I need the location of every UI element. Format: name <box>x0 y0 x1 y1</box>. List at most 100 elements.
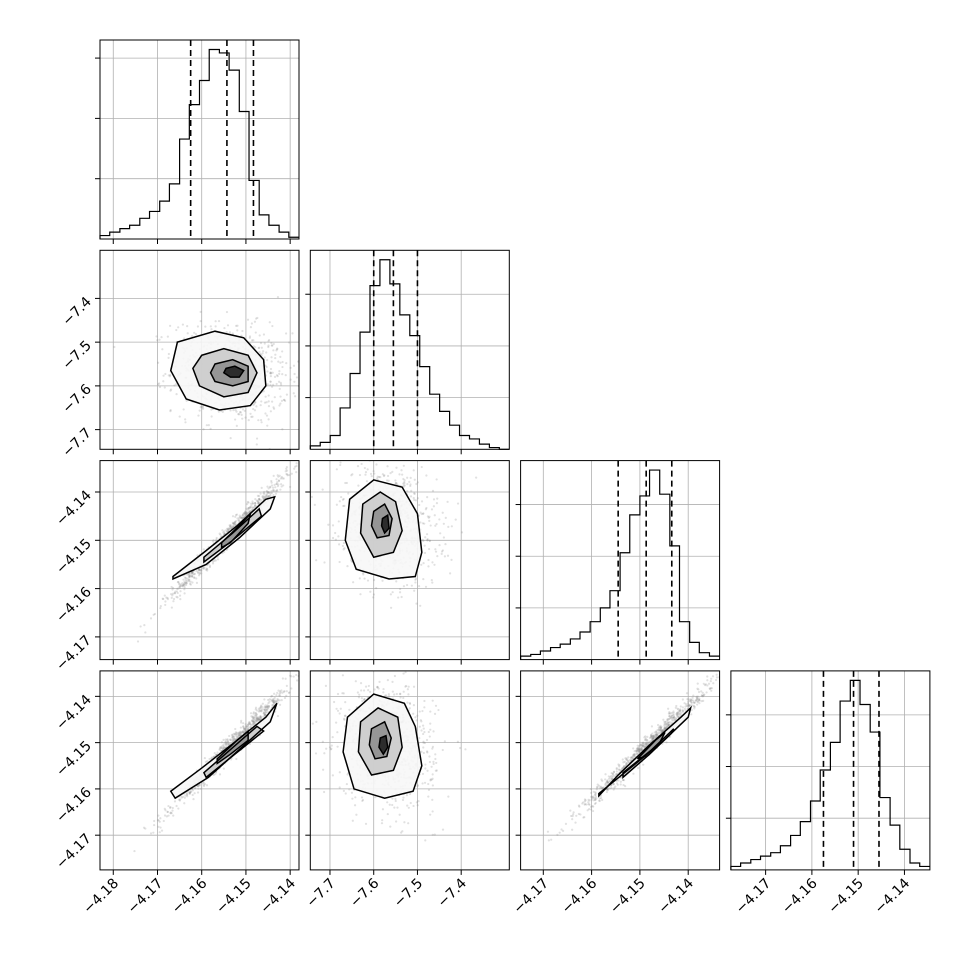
sample-point <box>159 606 162 610</box>
pair-panel-3-0 <box>99 670 300 871</box>
sample-point <box>254 712 257 715</box>
sample-point <box>323 561 326 564</box>
sample-point <box>208 564 212 567</box>
sample-point <box>219 535 223 538</box>
sample-point <box>679 709 682 713</box>
sample-point <box>281 373 284 376</box>
sample-point <box>264 713 267 717</box>
sample-point <box>342 504 345 508</box>
sample-point <box>257 717 260 720</box>
sample-point <box>209 427 212 430</box>
sample-point <box>265 401 268 404</box>
sample-point <box>256 499 259 502</box>
sample-point <box>243 511 246 515</box>
sample-point <box>362 689 366 692</box>
sample-point <box>658 725 661 729</box>
sample-point <box>394 482 397 485</box>
sample-point <box>587 798 590 801</box>
sample-point <box>228 525 232 528</box>
sample-point <box>660 728 663 731</box>
sample-point <box>682 709 685 712</box>
sample-point <box>228 331 232 334</box>
sample-point <box>226 740 230 744</box>
sample-point <box>285 469 289 472</box>
sample-point <box>263 356 266 359</box>
sample-point <box>663 722 666 726</box>
sample-point <box>188 575 191 578</box>
sample-point <box>290 675 293 678</box>
sample-point <box>257 710 260 713</box>
sample-point <box>263 710 266 713</box>
sample-point <box>233 732 236 735</box>
sample-point <box>421 522 424 525</box>
sample-point <box>420 500 424 503</box>
sample-point <box>258 350 261 354</box>
sample-point <box>582 816 585 819</box>
sample-point <box>237 735 240 738</box>
sample-point <box>697 688 700 691</box>
sample-point <box>361 572 365 575</box>
sample-point <box>253 320 257 323</box>
sample-point <box>343 717 346 720</box>
sample-point <box>159 826 162 829</box>
sample-point <box>210 756 213 759</box>
sample-point <box>269 383 272 386</box>
sample-point <box>285 393 289 396</box>
sample-point <box>265 708 268 712</box>
sample-point <box>248 335 252 338</box>
sample-point <box>259 715 262 718</box>
sample-point <box>267 491 270 494</box>
sample-point <box>592 795 595 798</box>
sample-point <box>352 581 355 584</box>
sample-point <box>419 604 422 607</box>
sample-point <box>446 500 449 503</box>
sample-point <box>233 737 236 741</box>
sample-point <box>253 502 257 505</box>
sample-point <box>268 338 271 342</box>
sample-point <box>269 372 272 375</box>
sample-point <box>276 490 279 493</box>
sample-point <box>234 727 237 731</box>
sample-point <box>188 791 191 794</box>
sample-point <box>168 375 172 378</box>
sample-point <box>271 489 275 492</box>
sample-point <box>162 819 165 823</box>
sample-point <box>197 414 200 417</box>
sample-point <box>255 714 258 718</box>
sample-point <box>258 334 261 337</box>
sample-point <box>255 713 258 716</box>
sample-point <box>242 731 245 734</box>
sample-point <box>667 723 670 726</box>
contour-line <box>378 734 389 756</box>
sample-point <box>288 691 291 694</box>
sample-point <box>403 480 406 484</box>
sample-point <box>240 517 243 520</box>
sample-point <box>264 705 267 709</box>
sample-point <box>186 573 189 576</box>
sample-point <box>136 640 140 643</box>
sample-point <box>234 733 237 736</box>
sample-point <box>606 789 610 792</box>
sample-point <box>605 781 608 784</box>
sample-point <box>641 748 644 751</box>
sample-point <box>382 691 385 694</box>
sample-point <box>376 475 379 478</box>
sample-point <box>391 690 394 693</box>
sample-point <box>600 778 603 781</box>
sample-point <box>429 710 432 713</box>
sample-point <box>418 736 421 740</box>
sample-point <box>355 813 358 816</box>
sample-point <box>240 413 243 416</box>
sample-point <box>395 466 398 469</box>
sample-point <box>641 741 645 745</box>
sample-point <box>290 687 293 690</box>
sample-point <box>266 492 269 495</box>
sample-point <box>275 701 278 704</box>
histogram-step <box>730 679 930 870</box>
sample-point <box>250 339 254 342</box>
sample-point <box>278 694 281 697</box>
sample-point <box>179 598 182 601</box>
sample-point <box>236 517 239 520</box>
sample-point <box>195 570 198 573</box>
sample-point <box>253 504 257 507</box>
